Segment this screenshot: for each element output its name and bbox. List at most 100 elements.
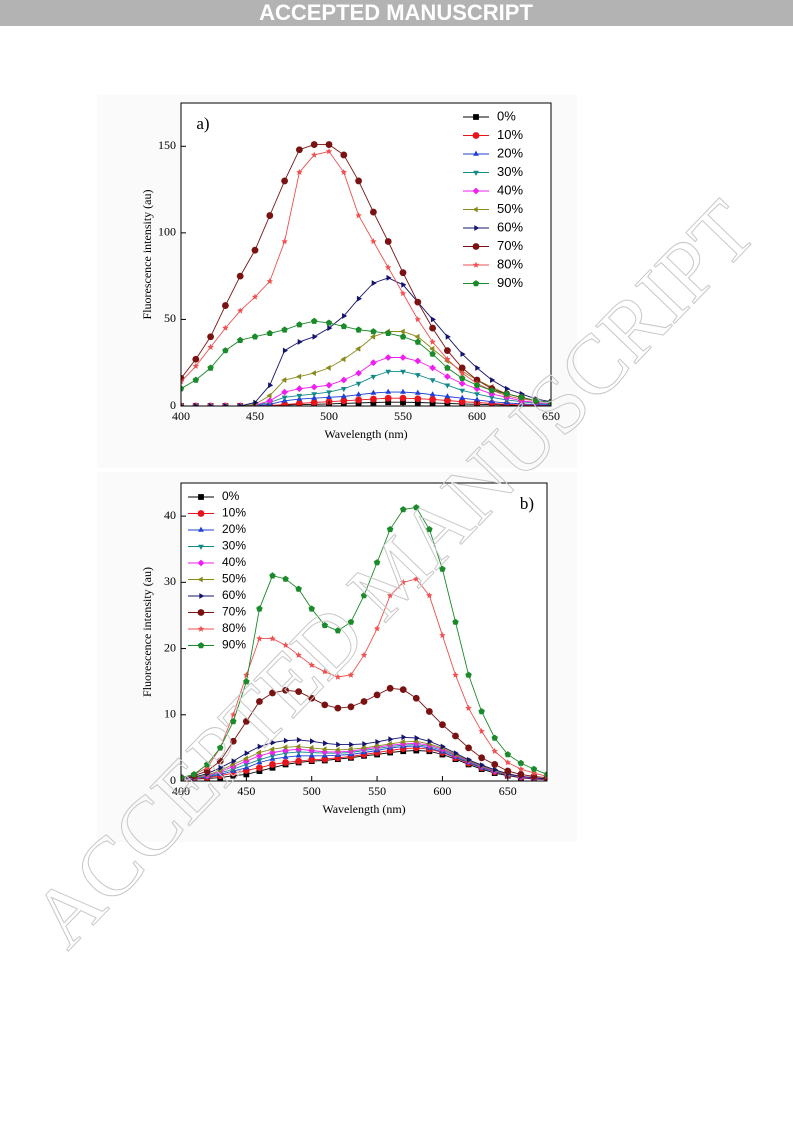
legend-marker <box>198 494 204 500</box>
legend-marker <box>197 510 205 517</box>
x-tick-label: 600 <box>468 409 486 423</box>
data-point <box>429 350 436 357</box>
data-point <box>349 741 355 748</box>
data-point <box>517 759 525 766</box>
header-bar <box>0 0 793 26</box>
data-point <box>347 618 355 625</box>
legend-marker <box>198 526 204 532</box>
data-point <box>237 336 244 343</box>
data-point <box>283 737 289 744</box>
data-point <box>360 744 366 751</box>
data-point <box>399 333 407 340</box>
data-point <box>296 168 303 175</box>
data-point <box>308 756 316 764</box>
data-point <box>429 364 436 372</box>
data-point <box>325 365 331 371</box>
data-point <box>181 374 185 382</box>
data-point <box>399 290 407 297</box>
data-point <box>308 605 315 612</box>
data-point <box>414 333 420 340</box>
data-point <box>444 373 451 380</box>
data-point <box>334 673 342 680</box>
data-point <box>385 369 392 375</box>
data-point <box>310 738 316 745</box>
data-point <box>453 750 459 757</box>
data-point <box>444 347 451 354</box>
data-point <box>297 339 303 345</box>
data-point <box>296 321 303 328</box>
data-point <box>192 355 200 363</box>
data-point <box>230 718 237 725</box>
data-point <box>491 734 498 741</box>
data-point <box>459 388 466 394</box>
annotation: a) <box>196 114 209 133</box>
data-point <box>296 737 302 743</box>
data-point <box>413 504 420 511</box>
x-tick-label: 650 <box>542 409 560 423</box>
data-point <box>256 764 263 772</box>
data-point <box>412 738 418 745</box>
data-point <box>444 397 451 404</box>
data-point <box>547 399 551 406</box>
x-tick-label: 550 <box>394 409 412 423</box>
data-point <box>517 765 525 772</box>
data-point <box>426 592 433 599</box>
legend-label: 0% <box>222 489 240 503</box>
data-point <box>386 274 392 281</box>
data-point <box>452 671 459 678</box>
data-point <box>266 329 273 336</box>
legend-marker <box>197 642 205 649</box>
data-point <box>321 701 329 709</box>
data-point <box>282 751 289 757</box>
data-point <box>399 739 405 745</box>
data-point <box>237 307 244 314</box>
data-point <box>295 651 302 658</box>
data-point <box>504 767 512 775</box>
data-point <box>218 764 224 771</box>
data-point <box>370 238 377 245</box>
data-point <box>327 325 333 331</box>
data-point <box>325 381 333 389</box>
legend-label: 90% <box>497 275 523 290</box>
legend-marker <box>197 559 205 567</box>
data-point <box>325 148 333 155</box>
data-point <box>370 389 377 395</box>
data-point <box>295 743 301 750</box>
data-point <box>321 668 328 675</box>
data-point <box>269 746 275 753</box>
data-point <box>203 764 211 771</box>
data-point <box>373 559 381 566</box>
data-point <box>256 635 263 642</box>
data-point <box>444 383 451 389</box>
legend-marker <box>198 544 204 550</box>
data-point <box>473 376 481 384</box>
data-point <box>308 661 315 668</box>
data-point <box>518 393 525 401</box>
data-point <box>414 357 422 365</box>
x-axis-label: Wavelength (nm) <box>322 802 405 816</box>
data-point <box>282 641 289 648</box>
data-point <box>282 347 288 354</box>
data-point <box>371 280 377 286</box>
data-point <box>216 757 224 765</box>
legend-label: 90% <box>222 638 246 652</box>
y-tick-label: 20 <box>164 640 176 654</box>
data-point <box>533 397 540 404</box>
y-axis-label: Fluorescence intensity (au) <box>140 190 154 320</box>
data-point <box>325 319 333 326</box>
x-tick-label: 400 <box>172 784 190 798</box>
data-point <box>385 329 392 336</box>
data-point <box>243 671 250 678</box>
y-tick-label: 10 <box>164 707 176 721</box>
legend-label: 30% <box>497 164 523 179</box>
y-tick-label: 100 <box>158 225 176 239</box>
data-point <box>504 759 511 766</box>
data-point <box>426 526 433 533</box>
data-point <box>400 578 407 586</box>
data-point <box>347 746 353 753</box>
legend-label: 80% <box>222 621 246 635</box>
data-point <box>386 684 394 692</box>
data-point <box>251 246 259 254</box>
legend-marker <box>472 132 480 139</box>
legend-label: 0% <box>497 108 516 123</box>
